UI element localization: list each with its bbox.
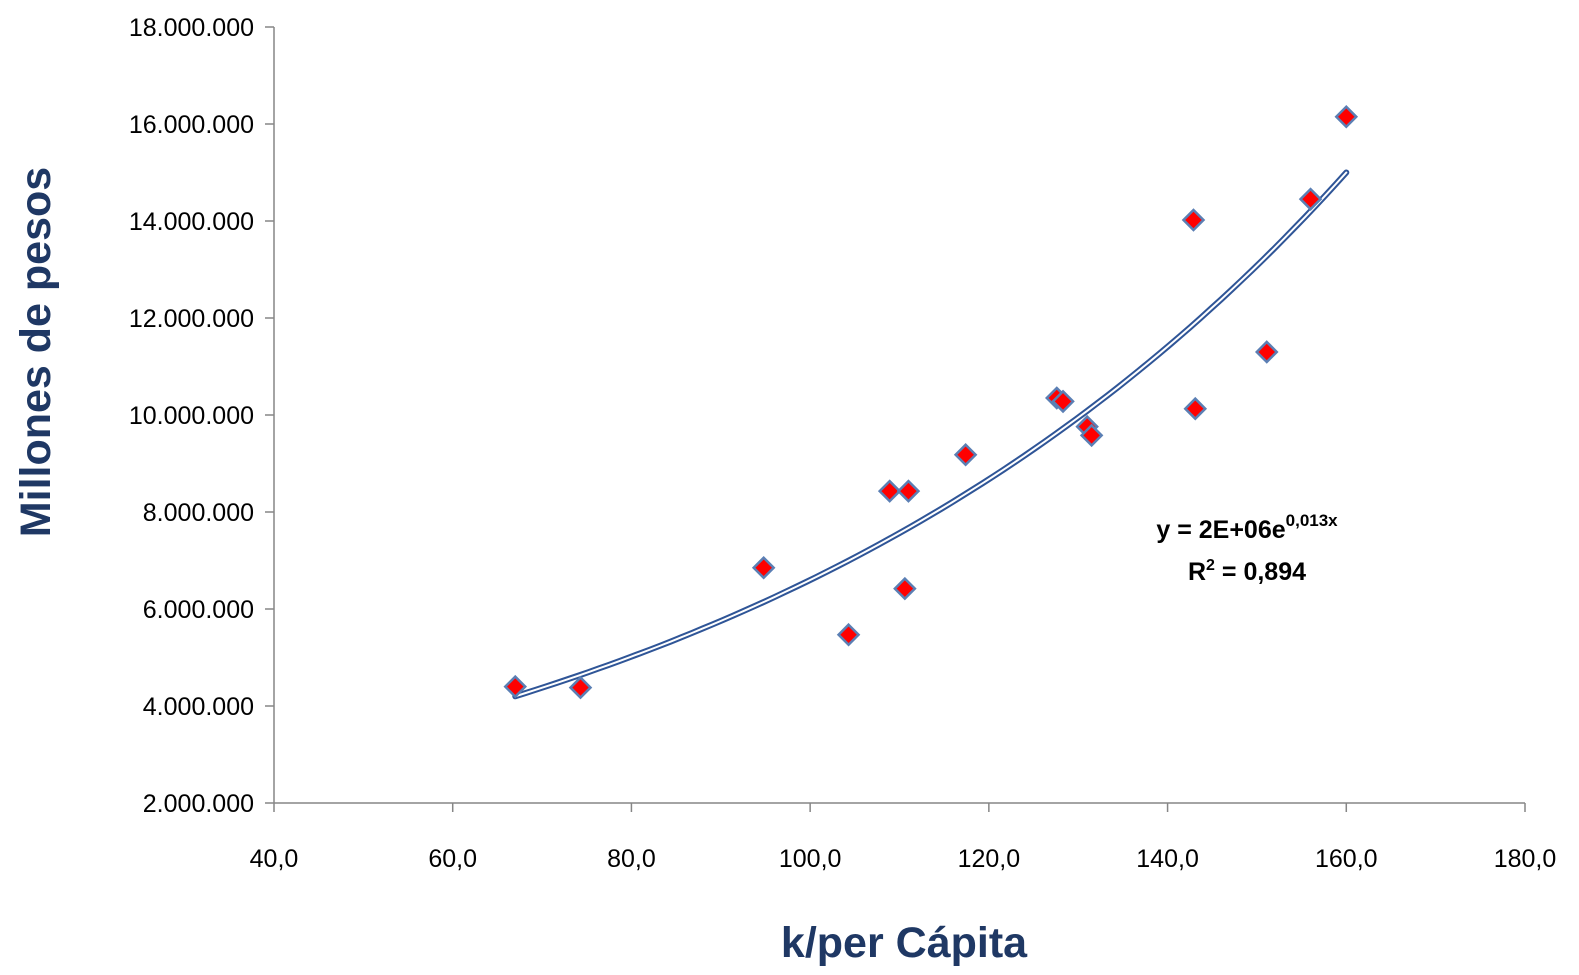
trendline-outline bbox=[512, 169, 1350, 700]
data-point bbox=[751, 556, 776, 580]
y-tick-label: 16.000.000 bbox=[129, 111, 254, 139]
x-tick-label: 40,0 bbox=[250, 845, 299, 873]
data-point bbox=[1183, 396, 1208, 421]
data-point bbox=[503, 674, 528, 699]
y-tick-label: 8.000.000 bbox=[143, 499, 254, 527]
data-point bbox=[1334, 104, 1359, 129]
x-tick-label: 60,0 bbox=[428, 845, 477, 873]
data-point bbox=[893, 576, 917, 601]
data-point bbox=[568, 675, 593, 700]
data-point bbox=[1079, 423, 1104, 448]
trendline-equation: y = 2E+06e0,013x bbox=[1156, 511, 1338, 544]
y-tick-label: 12.000.000 bbox=[129, 305, 254, 333]
data-point bbox=[836, 622, 861, 647]
data-point bbox=[896, 479, 921, 503]
trendline-group bbox=[512, 169, 1350, 700]
x-tick-label: 100,0 bbox=[779, 845, 842, 873]
x-tick-label: 140,0 bbox=[1136, 845, 1199, 873]
x-tick-label: 180,0 bbox=[1494, 845, 1557, 873]
data-point bbox=[1298, 187, 1323, 211]
data-point bbox=[1051, 389, 1075, 414]
x-tick-label: 160,0 bbox=[1315, 845, 1378, 873]
y-axis-ticks: 2.000.000 4.000.000 6.000.000 8.000.000 10.0… bbox=[129, 14, 274, 818]
y-tick-label: 6.000.000 bbox=[143, 596, 254, 624]
x-axis-title: k/per Cápita bbox=[781, 919, 1028, 967]
y-tick-label: 4.000.000 bbox=[143, 693, 254, 721]
trendline-inner bbox=[514, 171, 1348, 698]
r-squared-label: R2 = 0,894 bbox=[1188, 557, 1306, 586]
data-point bbox=[953, 443, 978, 467]
x-tick-label: 80,0 bbox=[607, 845, 656, 873]
y-axis-title: Millones de pesos bbox=[12, 167, 60, 537]
x-tick-label: 120,0 bbox=[958, 845, 1021, 873]
data-points bbox=[503, 104, 1359, 700]
y-tick-label: 2.000.000 bbox=[143, 790, 254, 818]
y-tick-label: 18.000.000 bbox=[129, 14, 254, 42]
data-point bbox=[1254, 340, 1279, 364]
x-axis-ticks: 40,0 60,0 80,0 100,0 120,0 140,0 160,0 180,0 bbox=[250, 803, 1557, 873]
data-point bbox=[1181, 208, 1206, 232]
y-tick-label: 14.000.000 bbox=[129, 208, 254, 236]
data-point bbox=[877, 479, 902, 503]
y-tick-label: 10.000.000 bbox=[129, 402, 254, 430]
